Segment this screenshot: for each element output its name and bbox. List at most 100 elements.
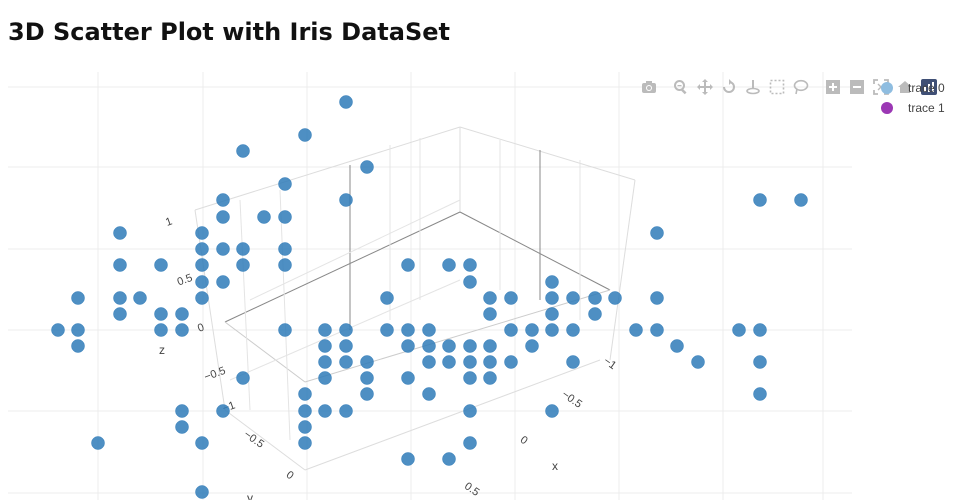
scatter-point[interactable] xyxy=(318,323,332,337)
scatter-point[interactable] xyxy=(298,404,312,418)
scatter-point[interactable] xyxy=(401,323,415,337)
scatter-point[interactable] xyxy=(360,371,374,385)
scatter-point[interactable] xyxy=(175,307,189,321)
scatter-point[interactable] xyxy=(71,323,85,337)
scatter-point[interactable] xyxy=(195,242,209,256)
scatter-point[interactable] xyxy=(442,258,456,272)
scatter-point[interactable] xyxy=(318,404,332,418)
scatter-point[interactable] xyxy=(670,339,684,353)
scatter-point[interactable] xyxy=(236,242,250,256)
scatter-point[interactable] xyxy=(175,323,189,337)
scatter-point[interactable] xyxy=(422,355,436,369)
scatter-point[interactable] xyxy=(504,355,518,369)
orbit-rotation-icon[interactable] xyxy=(720,78,738,96)
scatter-point[interactable] xyxy=(442,339,456,353)
scatter-point[interactable] xyxy=(298,387,312,401)
scatter-point[interactable] xyxy=(339,95,353,109)
scatter-point[interactable] xyxy=(339,323,353,337)
scatter-point[interactable] xyxy=(629,323,643,337)
scatter-point[interactable] xyxy=(525,339,539,353)
scatter-point[interactable] xyxy=(753,387,767,401)
scatter-point[interactable] xyxy=(339,193,353,207)
scatter-point[interactable] xyxy=(650,291,664,305)
scatter-point[interactable] xyxy=(278,242,292,256)
zoom-icon[interactable] xyxy=(672,78,690,96)
scatter-point[interactable] xyxy=(278,210,292,224)
scatter-point[interactable] xyxy=(154,323,168,337)
scatter-point[interactable] xyxy=(422,387,436,401)
scatter-point[interactable] xyxy=(216,193,230,207)
legend-item[interactable]: trace 0 xyxy=(872,78,945,98)
scatter-point[interactable] xyxy=(360,387,374,401)
scatter-point[interactable] xyxy=(216,275,230,289)
scatter-point[interactable] xyxy=(71,339,85,353)
scatter-point[interactable] xyxy=(71,291,85,305)
scatter-point[interactable] xyxy=(360,160,374,174)
scatter-point[interactable] xyxy=(753,355,767,369)
plotly-logo-icon[interactable] xyxy=(920,78,938,96)
scatter-point[interactable] xyxy=(113,258,127,272)
scatter-point[interactable] xyxy=(566,323,580,337)
scatter-point[interactable] xyxy=(483,355,497,369)
scatter-point[interactable] xyxy=(91,436,105,450)
scatter-point[interactable] xyxy=(401,371,415,385)
box-select-icon[interactable] xyxy=(768,78,786,96)
scatter-point[interactable] xyxy=(566,355,580,369)
scatter-point[interactable] xyxy=(278,323,292,337)
zoom-in-icon[interactable] xyxy=(824,78,842,96)
scatter-point[interactable] xyxy=(483,291,497,305)
scatter-point[interactable] xyxy=(545,307,559,321)
scatter-point[interactable] xyxy=(545,275,559,289)
scatter-point[interactable] xyxy=(483,371,497,385)
scatter-point[interactable] xyxy=(278,177,292,191)
scatter-point[interactable] xyxy=(113,226,127,240)
scatter-point[interactable] xyxy=(442,355,456,369)
camera-icon[interactable] xyxy=(640,78,658,96)
reset-axes-icon[interactable] xyxy=(896,78,914,96)
scatter-point[interactable] xyxy=(422,323,436,337)
scatter-point[interactable] xyxy=(650,323,664,337)
scatter-point[interactable] xyxy=(566,291,580,305)
scatter-point[interactable] xyxy=(463,404,477,418)
scatter-point[interactable] xyxy=(195,258,209,272)
scatter-point[interactable] xyxy=(236,258,250,272)
scatter-point[interactable] xyxy=(133,291,147,305)
scatter-point[interactable] xyxy=(401,258,415,272)
scatter-point[interactable] xyxy=(794,193,808,207)
scatter-point[interactable] xyxy=(113,307,127,321)
scatter-point[interactable] xyxy=(236,371,250,385)
scatter-point[interactable] xyxy=(195,436,209,450)
scatter-point[interactable] xyxy=(545,404,559,418)
scatter-point[interactable] xyxy=(216,404,230,418)
scatter-point[interactable] xyxy=(545,291,559,305)
scatter-point[interactable] xyxy=(236,144,250,158)
scatter-point[interactable] xyxy=(463,355,477,369)
scatter-point[interactable] xyxy=(278,258,292,272)
zoom-out-icon[interactable] xyxy=(848,78,866,96)
scatter-point[interactable] xyxy=(463,371,477,385)
pan-icon[interactable] xyxy=(696,78,714,96)
scatter-point[interactable] xyxy=(298,420,312,434)
scatter-point[interactable] xyxy=(691,355,705,369)
turntable-rotation-icon[interactable] xyxy=(744,78,762,96)
scatter-point[interactable] xyxy=(175,404,189,418)
scatter-point[interactable] xyxy=(154,258,168,272)
scatter-point[interactable] xyxy=(732,323,746,337)
scatter-point[interactable] xyxy=(753,193,767,207)
scatter-point[interactable] xyxy=(608,291,622,305)
scatter-point[interactable] xyxy=(588,307,602,321)
scatter-point[interactable] xyxy=(339,339,353,353)
scatter-point[interactable] xyxy=(339,404,353,418)
scatter-point[interactable] xyxy=(401,339,415,353)
scatter-point[interactable] xyxy=(463,275,477,289)
scatter-point[interactable] xyxy=(422,339,436,353)
scatter-point[interactable] xyxy=(483,339,497,353)
scatter-point[interactable] xyxy=(442,452,456,466)
scatter-point[interactable] xyxy=(195,275,209,289)
scatter-point[interactable] xyxy=(483,307,497,321)
scatter-point[interactable] xyxy=(463,436,477,450)
scatter-point[interactable] xyxy=(216,210,230,224)
scatter-point[interactable] xyxy=(650,226,664,240)
scatter-point[interactable] xyxy=(504,291,518,305)
scatter-point[interactable] xyxy=(504,323,518,337)
